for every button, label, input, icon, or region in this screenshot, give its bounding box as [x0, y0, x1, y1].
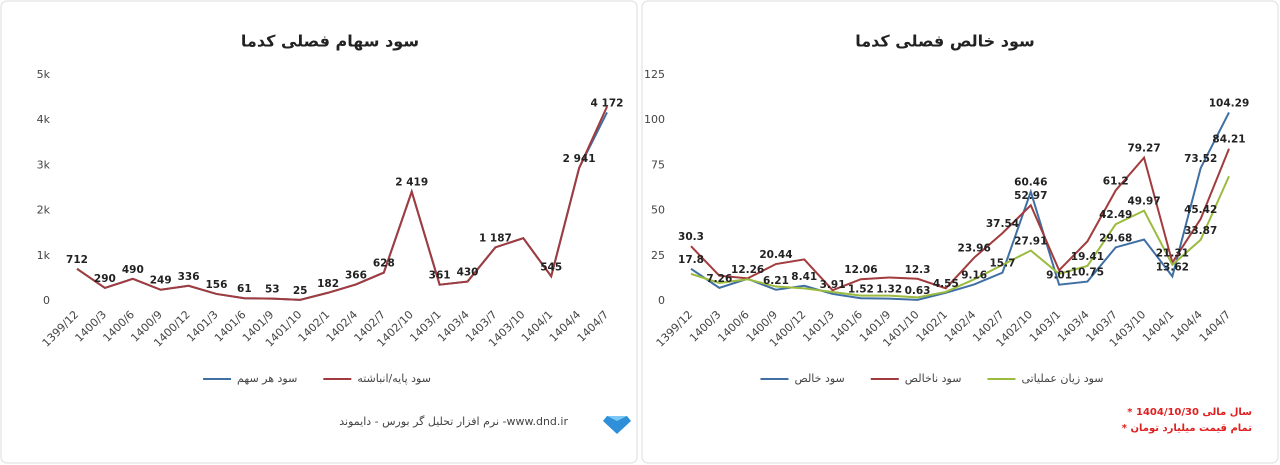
- y-tick-label: 1k: [37, 249, 51, 262]
- data-label: 104.29: [1209, 97, 1250, 109]
- data-label: 712: [66, 254, 88, 266]
- brand: نرم افزار تحلیل گر بورس - دایموند -www.d…: [339, 415, 568, 428]
- data-label: 8.41: [791, 271, 817, 283]
- data-label: 60.46: [1014, 177, 1047, 189]
- data-label: 4 172: [591, 97, 624, 109]
- data-label: 42.49: [1099, 209, 1132, 221]
- legend-label: سود پایه/انباشته: [357, 372, 431, 385]
- y-tick-label: 100: [644, 113, 665, 126]
- data-label: 53: [265, 284, 280, 296]
- series-line: [690, 111, 1230, 301]
- data-label: 7.26: [706, 273, 732, 285]
- data-label: 73.52: [1184, 153, 1217, 165]
- data-label: 628: [373, 258, 395, 270]
- data-label: 10.75: [1071, 267, 1104, 279]
- panel: [641, 0, 1279, 464]
- series-line: [690, 175, 1230, 299]
- data-label: 12.26: [731, 264, 764, 276]
- data-label: 290: [94, 273, 116, 285]
- data-label: 1 187: [479, 232, 512, 244]
- data-label: 1.32: [876, 284, 902, 296]
- chart-title: سود خالص فصلی کدما: [855, 32, 1034, 51]
- legend-label: سود خالص: [794, 372, 844, 385]
- series-line: [690, 148, 1230, 292]
- y-tick-label: 5k: [37, 68, 51, 81]
- data-label: 23.96: [958, 243, 991, 255]
- data-label: 49.97: [1127, 196, 1160, 208]
- y-tick-label: 0: [658, 294, 665, 307]
- y-tick-label: 75: [651, 158, 665, 171]
- data-label: 182: [317, 278, 339, 290]
- data-label: 30.3: [678, 231, 704, 243]
- data-label: 336: [178, 271, 200, 283]
- chart-title: سود سهام فصلی کدما: [241, 32, 419, 51]
- series-line: [76, 106, 608, 301]
- data-label: 45.42: [1184, 204, 1217, 216]
- data-label: 366: [345, 269, 367, 281]
- data-label: 52.97: [1014, 190, 1047, 202]
- data-label: 3.91: [820, 279, 846, 291]
- data-label: 13.62: [1156, 261, 1189, 273]
- panel: [0, 0, 638, 464]
- data-label: 61: [237, 283, 252, 295]
- data-label: 9.16: [961, 269, 987, 281]
- data-label: 12.06: [844, 264, 877, 276]
- data-label: 19.41: [1071, 251, 1104, 263]
- data-label: 249: [150, 275, 172, 287]
- data-label: 0.63: [905, 285, 931, 297]
- data-label: 61.2: [1103, 175, 1129, 187]
- data-label: 21.31: [1156, 247, 1189, 259]
- legend-label: سود هر سهم: [237, 372, 297, 385]
- y-tick-label: 50: [651, 204, 665, 217]
- data-label: 1.52: [848, 283, 874, 295]
- legend-label: سود زیان عملیاتی: [1021, 372, 1103, 385]
- data-label: 20.44: [759, 249, 792, 261]
- data-label: 25: [293, 285, 308, 297]
- data-label: 27.91: [1014, 236, 1047, 248]
- note: * تمام قیمت میلیارد تومان: [1122, 423, 1252, 434]
- data-label: 17.8: [678, 254, 704, 266]
- y-tick-label: 3k: [37, 158, 51, 171]
- data-label: 79.27: [1127, 143, 1160, 155]
- data-label: 361: [429, 270, 451, 282]
- data-label: 15.7: [990, 258, 1016, 270]
- note: * سال مالی 1404/10/30: [1127, 407, 1252, 418]
- data-label: 12.3: [905, 264, 931, 276]
- data-label: 490: [122, 264, 144, 276]
- data-label: 6.21: [763, 275, 789, 287]
- data-label: 430: [457, 267, 479, 279]
- data-label: 2 419: [395, 177, 428, 189]
- data-label: 33.87: [1184, 225, 1217, 237]
- y-tick-label: 0: [43, 294, 50, 307]
- y-tick-label: 2k: [37, 204, 51, 217]
- data-label: 84.21: [1212, 134, 1245, 146]
- y-tick-label: 25: [651, 249, 665, 262]
- data-label: 545: [540, 261, 562, 273]
- logo: [603, 416, 631, 434]
- data-label: 37.54: [986, 218, 1019, 230]
- legend-label: سود ناخالص: [905, 372, 962, 385]
- data-label: 4.55: [933, 278, 959, 290]
- data-label: 2 941: [563, 153, 596, 165]
- data-label: 156: [206, 279, 228, 291]
- y-tick-label: 125: [644, 68, 665, 81]
- data-label: 9.01: [1046, 270, 1072, 282]
- data-label: 29.68: [1099, 232, 1132, 244]
- y-tick-label: 4k: [37, 113, 51, 126]
